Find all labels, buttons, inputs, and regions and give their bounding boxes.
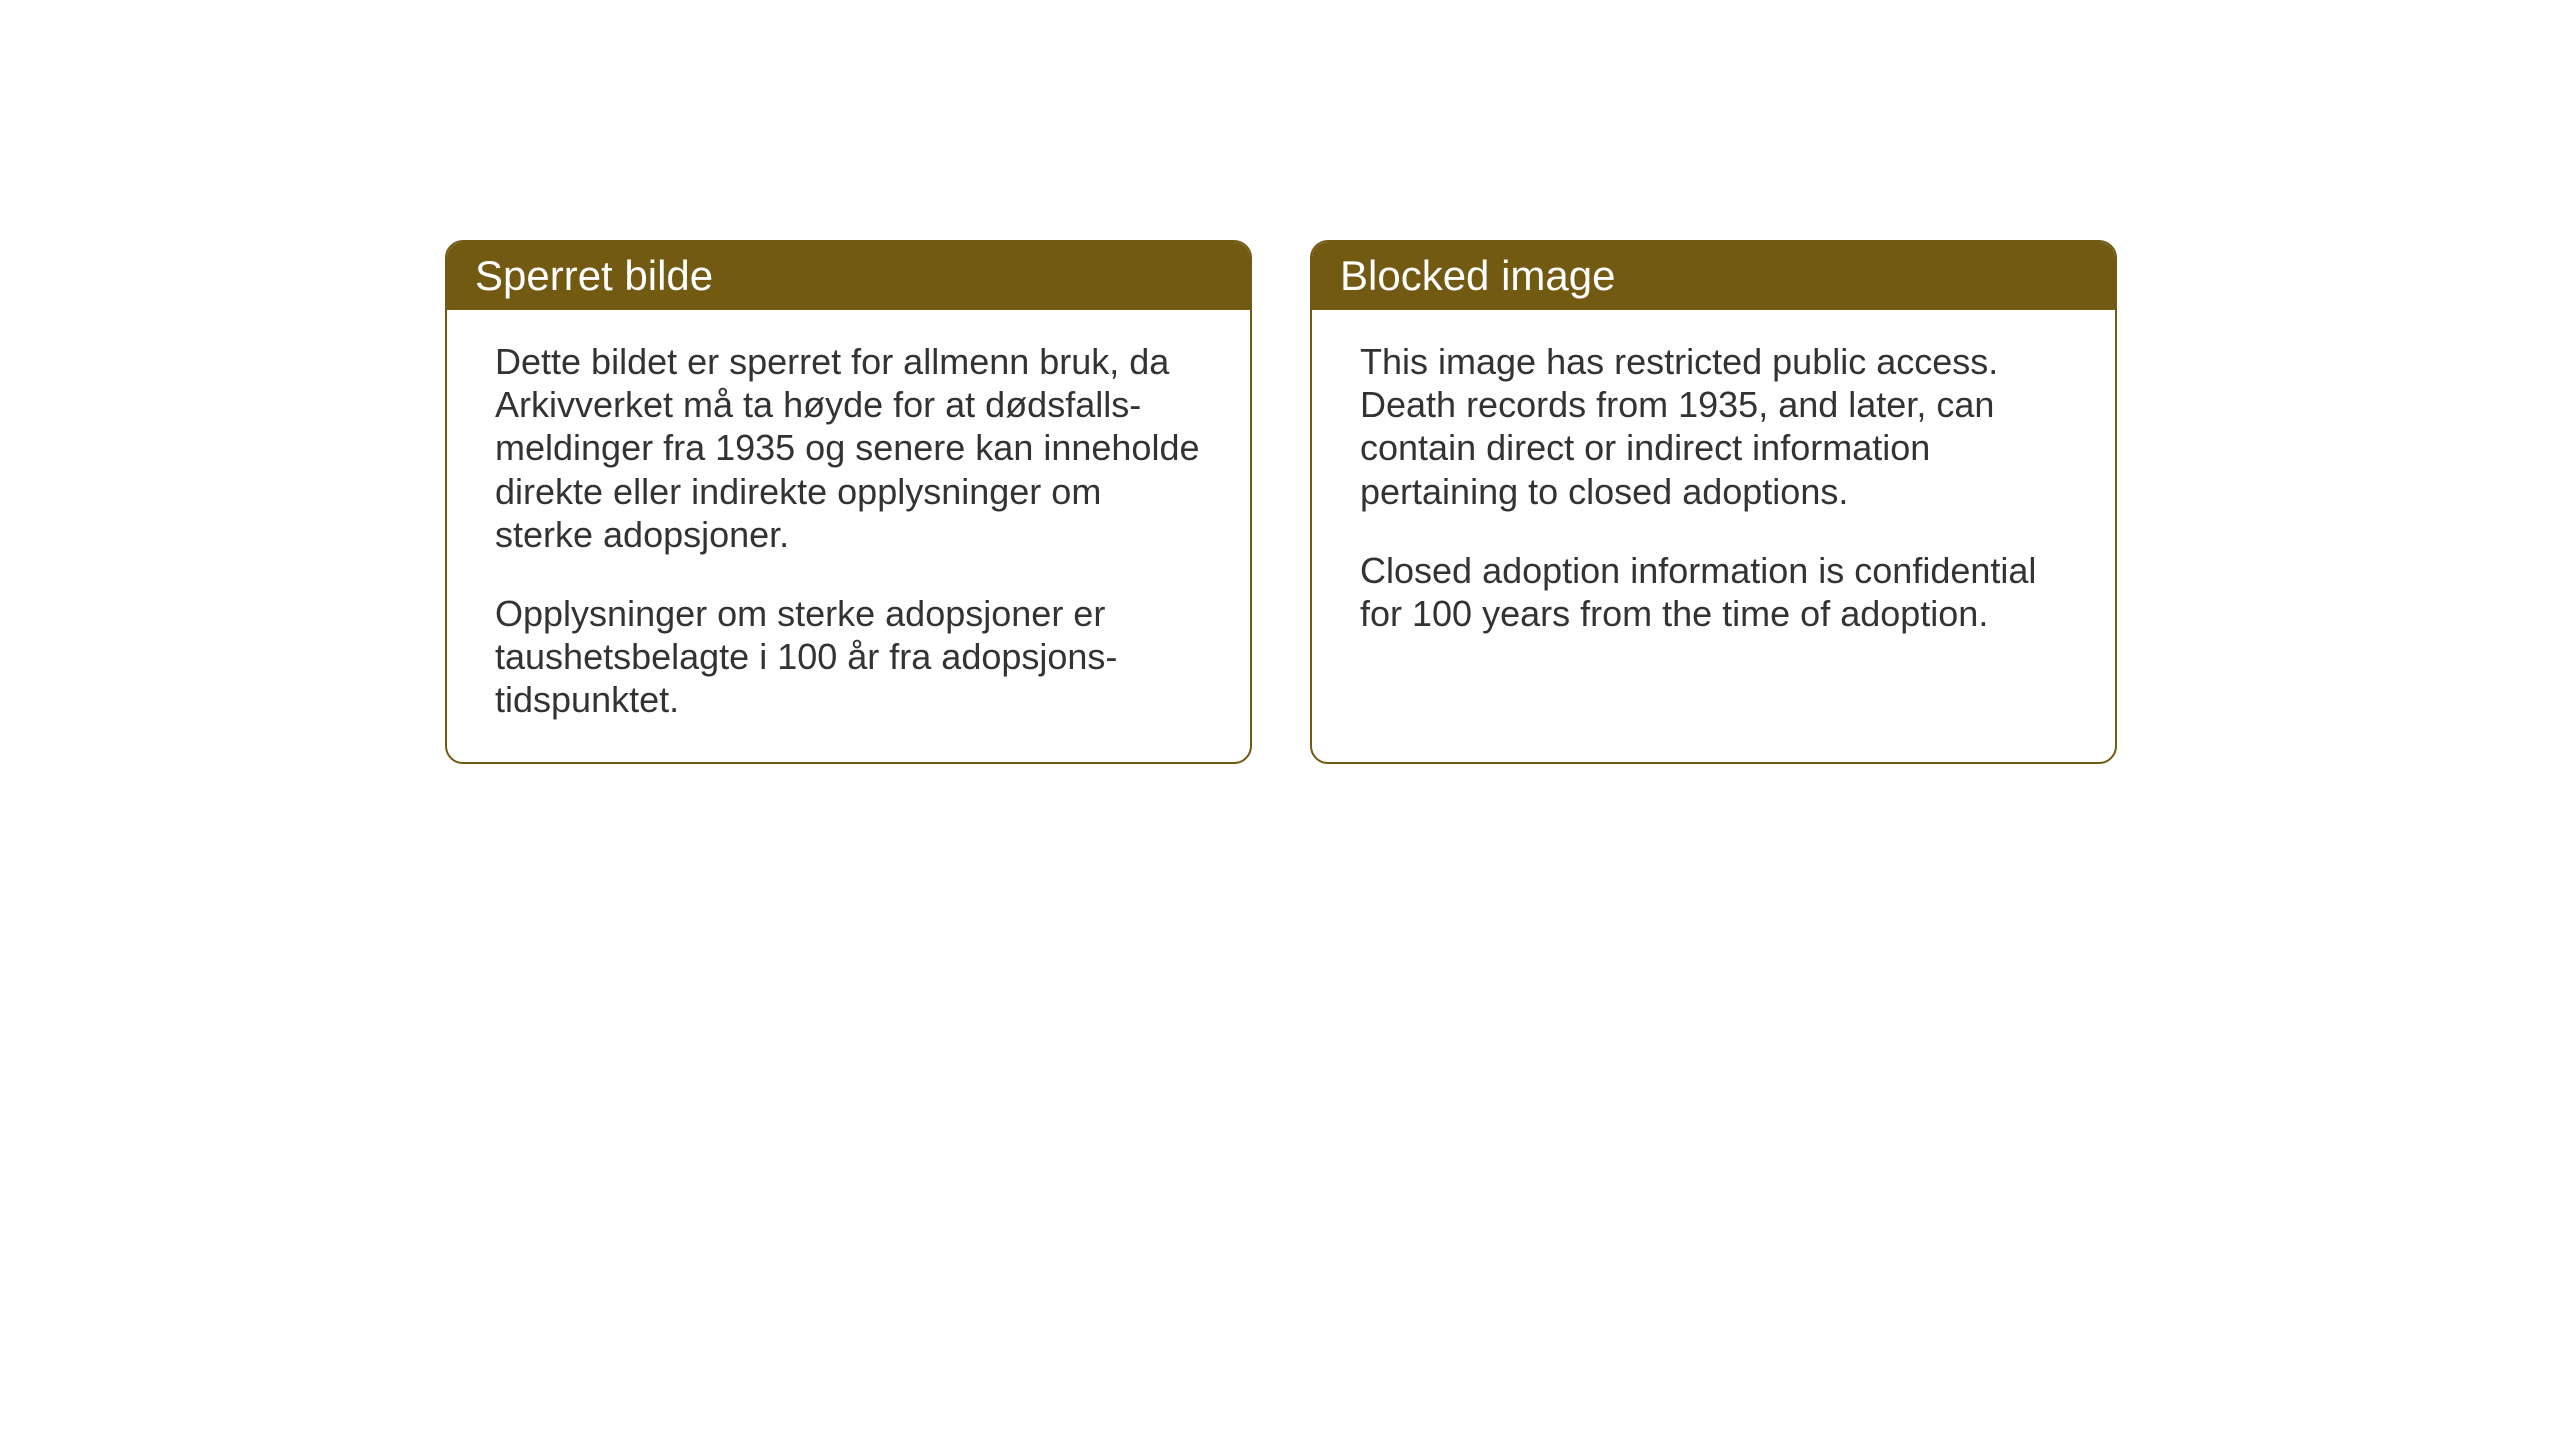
norwegian-paragraph-2: Opplysninger om sterke adopsjoner er tau… xyxy=(495,592,1202,722)
english-card-header: Blocked image xyxy=(1312,242,2115,310)
english-card: Blocked image This image has restricted … xyxy=(1310,240,2117,764)
english-card-body: This image has restricted public access.… xyxy=(1312,310,2115,675)
english-paragraph-1: This image has restricted public access.… xyxy=(1360,340,2067,513)
norwegian-title: Sperret bilde xyxy=(475,252,713,299)
norwegian-card: Sperret bilde Dette bildet er sperret fo… xyxy=(445,240,1252,764)
english-paragraph-2: Closed adoption information is confident… xyxy=(1360,549,2067,635)
norwegian-card-body: Dette bildet er sperret for allmenn bruk… xyxy=(447,310,1250,762)
cards-container: Sperret bilde Dette bildet er sperret fo… xyxy=(445,240,2117,764)
norwegian-paragraph-1: Dette bildet er sperret for allmenn bruk… xyxy=(495,340,1202,556)
english-title: Blocked image xyxy=(1340,252,1615,299)
norwegian-card-header: Sperret bilde xyxy=(447,242,1250,310)
